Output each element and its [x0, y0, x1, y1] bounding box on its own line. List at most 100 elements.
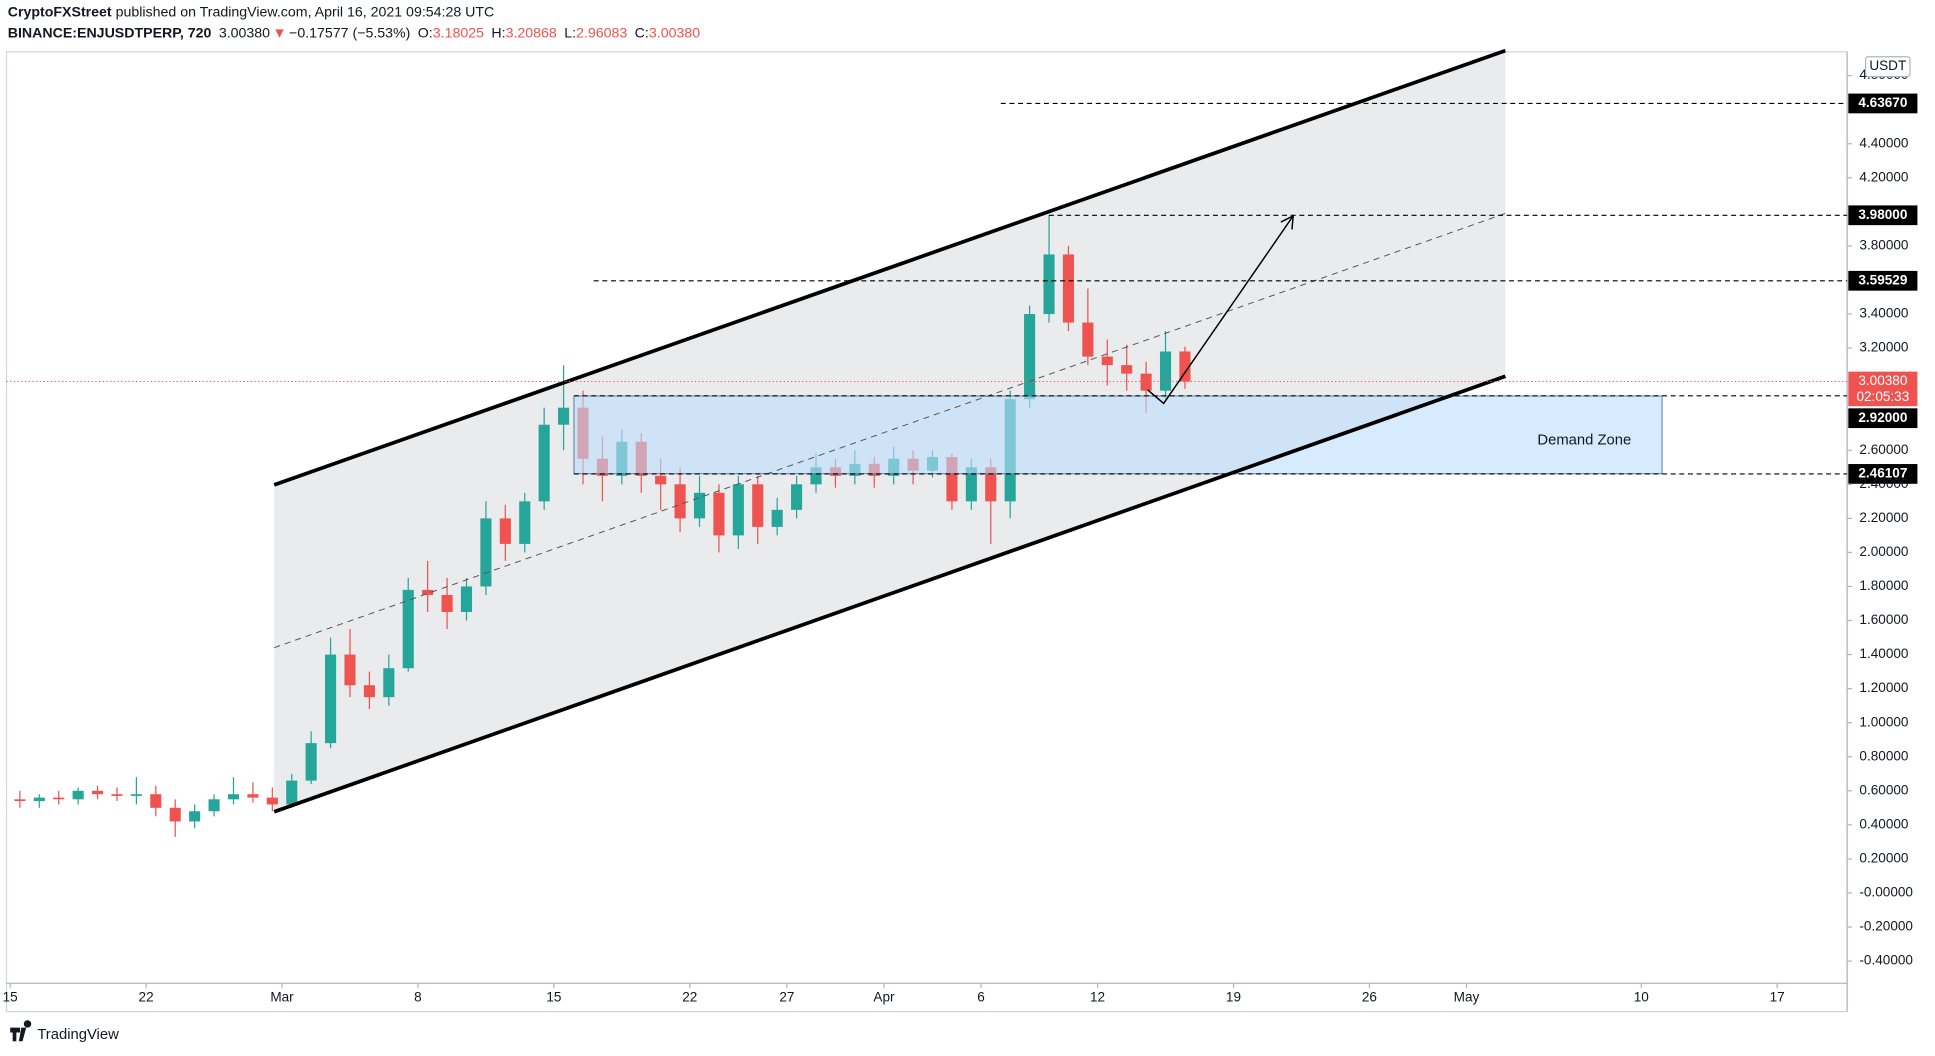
candle-body: [1101, 356, 1113, 366]
candle-body: [130, 794, 142, 796]
open-value: 3.18025: [433, 25, 484, 41]
candle-body: [441, 594, 453, 613]
candle-body: [732, 484, 744, 536]
x-tick-label: 17: [1770, 990, 1785, 1005]
x-tick-label: May: [1454, 990, 1480, 1005]
level-label: 4.63670: [1858, 95, 1907, 110]
channel-upper: [273, 48, 1506, 487]
candle-body: [810, 467, 822, 485]
candle-body: [1082, 322, 1094, 357]
y-tick-label: 0.20000: [1859, 850, 1908, 865]
symbol: BINANCE:ENJUSDTPERP, 720: [8, 25, 212, 41]
published: published on TradingView.com, April 16, …: [112, 4, 495, 20]
candle-body: [150, 794, 162, 808]
low-value: 2.96083: [576, 25, 627, 41]
y-tick-label: 1.00000: [1859, 714, 1908, 729]
y-tick-label: 0.80000: [1859, 748, 1908, 763]
y-tick-label: 3.40000: [1859, 306, 1908, 321]
x-tick-label: 10: [1634, 990, 1650, 1005]
demand-zone: [573, 395, 1663, 475]
y-tick-label: 2.40000: [1859, 476, 1908, 491]
candle-body: [674, 484, 686, 519]
x-tick-label: 12: [1090, 990, 1105, 1005]
candle-body: [1062, 254, 1074, 323]
candle-body: [189, 811, 201, 822]
current-price-box: [1848, 371, 1918, 407]
candle-body: [72, 790, 84, 800]
author: CryptoFXStreet: [8, 4, 112, 20]
level-label: 3.59529: [1858, 272, 1907, 287]
candle-body: [227, 794, 240, 800]
high-value: 3.20868: [506, 25, 557, 41]
candle-body: [499, 518, 511, 544]
x-tick-label: Mar: [270, 990, 294, 1005]
x-tick-label: 27: [779, 990, 794, 1005]
header-line-2: BINANCE:ENJUSDTPERP, 720 3.00380 ▼ −0.17577…: [8, 25, 700, 41]
channel-lower: [273, 374, 1506, 814]
candle-body: [383, 668, 395, 698]
y-tick-label: -0.00000: [1859, 885, 1913, 900]
y-tick-label: 2.20000: [1859, 510, 1908, 525]
y-tick-label: 2.60000: [1859, 442, 1908, 457]
axes: 4.800004.400004.200003.800003.400003.200…: [3, 67, 1914, 1004]
candle-body: [771, 509, 783, 527]
candle-body: [480, 518, 492, 587]
level-label: 2.46107: [1858, 465, 1907, 480]
level-label-box: [1848, 205, 1918, 226]
y-tick-label: 3.80000: [1859, 238, 1908, 253]
y-tick-label: 2.00000: [1859, 544, 1908, 559]
candles: [14, 215, 1191, 837]
level-label-box: [1848, 464, 1918, 484]
level-label-box: [1848, 270, 1918, 291]
x-tick-label: 22: [139, 990, 154, 1005]
candle-body: [305, 743, 317, 781]
x-tick-label: 6: [977, 990, 985, 1005]
y-tick-label: 4.20000: [1859, 169, 1908, 184]
candle-body: [519, 501, 531, 544]
candle-body: [208, 799, 220, 812]
open-label: O:: [418, 25, 433, 41]
y-tick-label: 0.40000: [1859, 816, 1908, 831]
brand: TradingView: [37, 1027, 119, 1043]
candle-body: [1140, 373, 1152, 391]
arrow-head: [1280, 214, 1295, 230]
candle-body: [363, 685, 375, 698]
y-tick-label: -0.40000: [1859, 953, 1913, 968]
candle-body: [325, 654, 337, 744]
x-tick-label: 15: [3, 990, 18, 1005]
levels: 4.63670 3.98000 3.59529 2.92000 2.46107 3.003…: [6, 93, 1918, 484]
candle-body: [655, 475, 667, 485]
candle-body: [985, 467, 997, 502]
candle-body: [558, 407, 570, 425]
level-label: 3.98000: [1858, 207, 1907, 222]
projection-arrow: [1147, 215, 1294, 405]
currency-box: [1864, 56, 1911, 78]
close-value: 3.00380: [649, 25, 700, 41]
candle-body: [1121, 365, 1133, 374]
level-label-box: [1848, 408, 1918, 429]
candle-body: [53, 797, 65, 800]
candle-body: [965, 467, 977, 502]
candle-body: [791, 484, 803, 510]
last-price: 3.00380: [219, 25, 270, 41]
currency: USDT: [1869, 58, 1906, 73]
current-price-label: 3.00380: [1858, 373, 1907, 388]
x-tick-label: Apr: [873, 990, 895, 1005]
x-tick-label: 22: [682, 990, 697, 1005]
low-label: L:: [564, 25, 576, 41]
candle-body: [1043, 254, 1055, 315]
candle-body: [752, 484, 764, 527]
change-arrow: ▼: [273, 25, 287, 41]
brand-logo: [10, 1020, 32, 1042]
candle-body: [266, 797, 278, 805]
header-line-1: CryptoFXStreet published on TradingView.…: [8, 4, 495, 20]
candle-body: [344, 654, 356, 686]
y-tick-label: 4.40000: [1859, 135, 1908, 150]
y-tick-label: 1.80000: [1859, 578, 1908, 593]
y-tick-label: 0.60000: [1859, 782, 1908, 797]
y-tick-label: 1.60000: [1859, 612, 1908, 627]
candle-body: [693, 492, 706, 519]
level-label: 2.92000: [1858, 410, 1907, 425]
y-tick-label: 1.40000: [1859, 646, 1908, 661]
candle-body: [538, 424, 550, 502]
